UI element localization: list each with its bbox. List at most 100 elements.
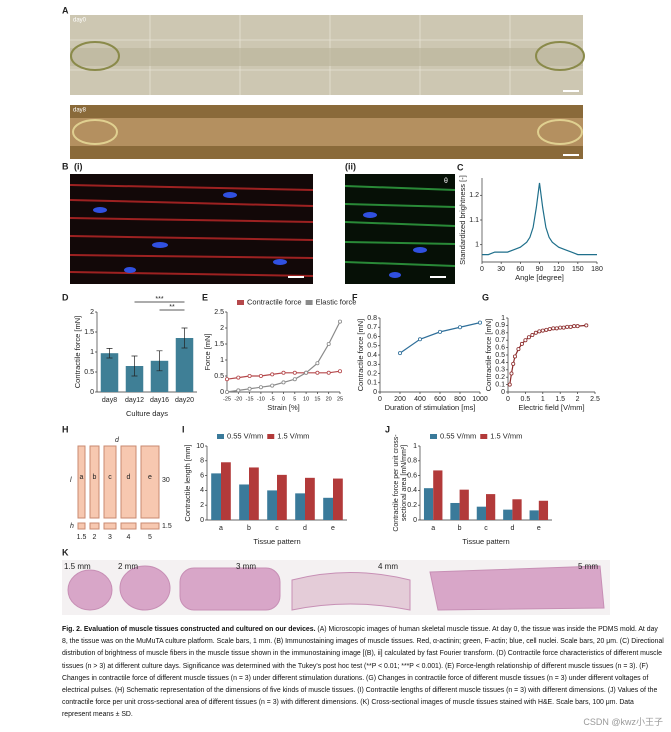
section-label: 5 mm bbox=[578, 562, 598, 571]
y-tick-label: 0.1 bbox=[495, 381, 505, 388]
pattern-label: e bbox=[148, 474, 152, 481]
point bbox=[258, 373, 263, 378]
y-tick-label: 1 bbox=[90, 349, 94, 356]
point bbox=[292, 377, 297, 382]
x-tick-label: -5 bbox=[270, 396, 275, 402]
legend-label: 0.55 V/mm bbox=[440, 431, 476, 440]
point bbox=[533, 330, 538, 335]
panel-label: C bbox=[457, 162, 464, 172]
point bbox=[437, 329, 442, 334]
tissue-outline bbox=[120, 445, 137, 519]
legend-label: 0.55 V/mm bbox=[227, 431, 263, 440]
post bbox=[70, 41, 120, 71]
point bbox=[304, 370, 309, 375]
x-tick-label: 1 bbox=[541, 396, 545, 403]
x-tick-label: e bbox=[537, 525, 541, 532]
y-tick-label: 0 bbox=[200, 517, 204, 524]
y-tick-label: 0.3 bbox=[367, 361, 377, 368]
y-tick-label: 0.5 bbox=[495, 352, 505, 359]
bar bbox=[476, 506, 486, 520]
x-tick-label: 150 bbox=[572, 266, 584, 273]
dim-symbol: h bbox=[70, 523, 74, 530]
x-tick-label: -15 bbox=[246, 396, 254, 402]
section-label: 2 mm bbox=[118, 562, 138, 571]
y-tick-label: 1.5 bbox=[214, 341, 224, 348]
point bbox=[584, 323, 589, 328]
point bbox=[270, 383, 275, 388]
x-tick-label: 800 bbox=[454, 396, 466, 403]
width-label: 4 bbox=[127, 534, 131, 541]
y-tick-label: 0.5 bbox=[367, 343, 377, 350]
bar bbox=[486, 494, 496, 520]
point bbox=[281, 380, 286, 385]
width-label: 3 bbox=[108, 534, 112, 541]
x-axis-label: Culture days bbox=[126, 409, 168, 418]
section-label: 4 mm bbox=[378, 562, 398, 571]
micrograph bbox=[345, 174, 455, 284]
scale-bar bbox=[288, 276, 304, 278]
bar bbox=[125, 366, 144, 392]
x-tick-label: 600 bbox=[434, 396, 446, 403]
bar bbox=[450, 502, 460, 520]
x-tick-label: 0 bbox=[480, 266, 484, 273]
pattern-label: a bbox=[80, 474, 84, 481]
x-tick-label: c bbox=[484, 525, 488, 532]
y-tick-label: 0.9 bbox=[495, 322, 505, 329]
point bbox=[397, 351, 402, 356]
point bbox=[315, 370, 320, 375]
y-tick-label: 4 bbox=[200, 487, 204, 494]
panel-label: B bbox=[62, 161, 69, 171]
y-tick-label: 0.2 bbox=[367, 370, 377, 377]
y-tick-label: 1.2 bbox=[469, 192, 479, 199]
point bbox=[512, 354, 517, 359]
point bbox=[292, 370, 297, 375]
point bbox=[224, 389, 229, 394]
point bbox=[236, 375, 241, 380]
point bbox=[526, 335, 531, 340]
panel-label: A bbox=[62, 5, 69, 15]
x-tick-label: 15 bbox=[314, 396, 320, 402]
y-axis-label: Force [mN] bbox=[203, 333, 212, 370]
y-tick-label: 2 bbox=[90, 309, 94, 316]
x-tick-label: 200 bbox=[394, 396, 406, 403]
tissue-section bbox=[140, 522, 160, 530]
x-tick-label: 120 bbox=[553, 266, 565, 273]
point bbox=[417, 337, 422, 342]
point bbox=[561, 325, 566, 330]
panel-label: H bbox=[62, 424, 69, 434]
x-tick-label: d bbox=[303, 525, 307, 532]
y-tick-label: 2.5 bbox=[214, 309, 224, 316]
point bbox=[523, 338, 528, 343]
x-tick-label: 0 bbox=[378, 396, 382, 403]
micrograph bbox=[70, 174, 313, 284]
pattern-label: d bbox=[127, 474, 131, 481]
dim-symbol: d bbox=[115, 437, 120, 444]
section-label: 3 mm bbox=[236, 562, 256, 571]
y-tick-label: 0 bbox=[373, 389, 377, 396]
y-tick-label: 0.5 bbox=[84, 369, 94, 376]
y-tick-label: 0.4 bbox=[407, 487, 417, 494]
panel-label: F bbox=[352, 292, 358, 302]
point bbox=[326, 341, 331, 346]
bar bbox=[239, 484, 249, 520]
y-tick-label: 1.5 bbox=[84, 329, 94, 336]
point bbox=[565, 324, 570, 329]
bar bbox=[211, 473, 221, 520]
point bbox=[511, 361, 516, 366]
x-tick-label: -10 bbox=[257, 396, 265, 402]
y-tick-label: 0 bbox=[220, 389, 224, 396]
fibers bbox=[344, 185, 456, 267]
bar bbox=[433, 470, 443, 520]
post bbox=[537, 119, 583, 145]
x-axis-label: Tissue pattern bbox=[253, 537, 300, 546]
x-axis-label: Angle [degree] bbox=[515, 273, 564, 282]
y-tick-label: 0 bbox=[501, 389, 505, 396]
x-tick-label: 25 bbox=[337, 396, 343, 402]
line bbox=[399, 322, 481, 354]
point bbox=[337, 369, 342, 374]
width-label: 5 bbox=[148, 534, 152, 541]
point bbox=[554, 326, 559, 331]
y-axis-label: sectional area [mN/mm²] bbox=[401, 445, 408, 521]
watermark: CSDN @kwz小王子 bbox=[583, 717, 663, 727]
bar bbox=[150, 360, 169, 392]
